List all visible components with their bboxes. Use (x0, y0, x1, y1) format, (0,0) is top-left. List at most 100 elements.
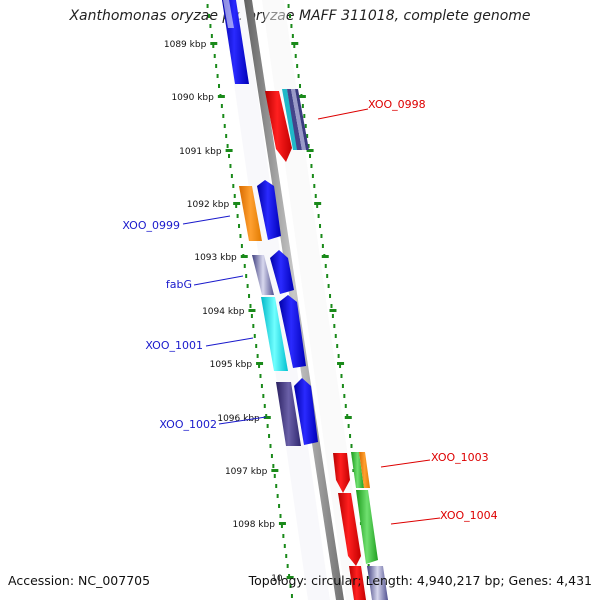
ruler-dot (303, 114, 306, 118)
ruler-dot (320, 234, 323, 238)
tick-label: 1095 kbp (210, 360, 253, 370)
leader-line (193, 275, 244, 286)
ruler-dot (222, 114, 225, 118)
ruler-dot (223, 124, 226, 128)
ruler-dot (230, 174, 233, 178)
ruler-dot (258, 364, 261, 368)
ruler-tick (233, 202, 241, 205)
gene-label-xoo-1004[interactable]: XOO_1004 (440, 509, 498, 522)
ruler-dot (220, 104, 223, 108)
gene-feature[interactable] (359, 452, 370, 488)
ruler-dot (287, 4, 290, 8)
gene-label-xoo-1001[interactable]: XOO_1001 (145, 339, 203, 352)
gene-label-xoo-1003[interactable]: XOO_1003 (431, 451, 489, 464)
ruler-dot (262, 394, 265, 398)
ruler-dot (317, 214, 320, 218)
gene-xoo-1002[interactable] (276, 382, 301, 446)
tick-label: 1097 kbp (225, 467, 268, 477)
gene-label-xoo-0999[interactable]: XOO_0999 (122, 219, 180, 232)
ruler-dot (314, 194, 317, 198)
tick-label: 1093 kbp (194, 253, 237, 263)
ruler-dot (215, 64, 218, 68)
ruler-dot (255, 344, 258, 348)
ruler-dot (316, 204, 319, 208)
ruler-tick (217, 95, 225, 98)
ruler-dot (301, 104, 304, 108)
ruler-dot (236, 214, 239, 218)
ruler-dot (344, 404, 347, 408)
gene-xoo-0999[interactable] (239, 186, 262, 241)
ruler-tick (248, 309, 256, 312)
gene-xoo-1003[interactable] (333, 453, 350, 493)
ruler-dot (250, 314, 253, 318)
gene-feature[interactable] (279, 295, 306, 368)
ruler-tick (225, 149, 233, 152)
gene-xoo-0998[interactable] (265, 91, 292, 162)
tick-label: 1098 kbp (233, 520, 276, 530)
ruler-dot (283, 544, 286, 548)
ruler-dot (249, 304, 252, 308)
ruler-dot (248, 294, 251, 298)
ruler-dot (337, 354, 340, 358)
ruler-dot (252, 324, 255, 328)
gene-feature[interactable] (367, 566, 388, 600)
gene-label-xoo-1002[interactable]: XOO_1002 (159, 418, 217, 431)
ruler-dot (289, 14, 292, 18)
ruler-dot (263, 404, 266, 408)
gene-xoo-1001[interactable] (261, 297, 288, 371)
ruler-tick (286, 576, 294, 579)
gene-label-xoo-0998[interactable]: XOO_0998 (368, 98, 426, 111)
ruler-dot (206, 4, 209, 8)
gene-feature[interactable] (351, 452, 364, 488)
ruler-dot (226, 144, 229, 148)
gene-feature[interactable] (294, 378, 318, 445)
ruler-dot (319, 224, 322, 228)
gene-feature[interactable] (257, 180, 281, 240)
ruler-tick (256, 362, 264, 365)
ruler-dot (228, 154, 231, 158)
gene-stripe (282, 89, 298, 150)
ruler-dot (270, 454, 273, 458)
ruler-dot (333, 324, 336, 328)
ruler-dot (285, 554, 288, 558)
accession-label: Accession: NC_007705 (8, 573, 151, 588)
gene-fabg[interactable] (252, 255, 274, 295)
ruler-dot (299, 84, 302, 88)
ruler-dot (310, 164, 313, 168)
ruler-tick (321, 255, 329, 258)
leader-line (390, 517, 441, 525)
ruler-dot (286, 564, 289, 568)
leader-line (205, 337, 254, 347)
gene-label-fabg[interactable]: fabG (166, 278, 192, 291)
ruler-dot (208, 14, 211, 18)
gene-feature[interactable] (270, 250, 294, 294)
gene-feature[interactable] (356, 490, 378, 564)
ruler-dot (245, 274, 248, 278)
ruler-dot (347, 424, 350, 428)
ruler-dot (331, 314, 334, 318)
ruler-dot (278, 504, 281, 508)
ruler-dot (225, 134, 228, 138)
gene-feature[interactable] (349, 566, 366, 600)
ruler-dot (212, 44, 215, 48)
leader-line (380, 459, 431, 468)
ruler-tick (337, 362, 345, 365)
ruler-dot (291, 34, 294, 38)
ruler-tick (263, 416, 271, 419)
ruler-dot (350, 444, 353, 448)
ruler-dot (311, 174, 314, 178)
leader-line (182, 215, 231, 225)
ruler-dot (290, 594, 293, 598)
ruler-dot (313, 184, 316, 188)
ruler-dot (216, 74, 219, 78)
ruler-dot (289, 584, 292, 588)
ruler-dot (269, 444, 272, 448)
gene-stripe (291, 89, 306, 150)
ruler-dot (293, 44, 296, 48)
ruler-dot (266, 424, 269, 428)
ruler-tick (271, 469, 279, 472)
ruler-dot (306, 134, 309, 138)
gene-xoo-1004[interactable] (338, 493, 361, 566)
ruler-dot (294, 54, 297, 58)
